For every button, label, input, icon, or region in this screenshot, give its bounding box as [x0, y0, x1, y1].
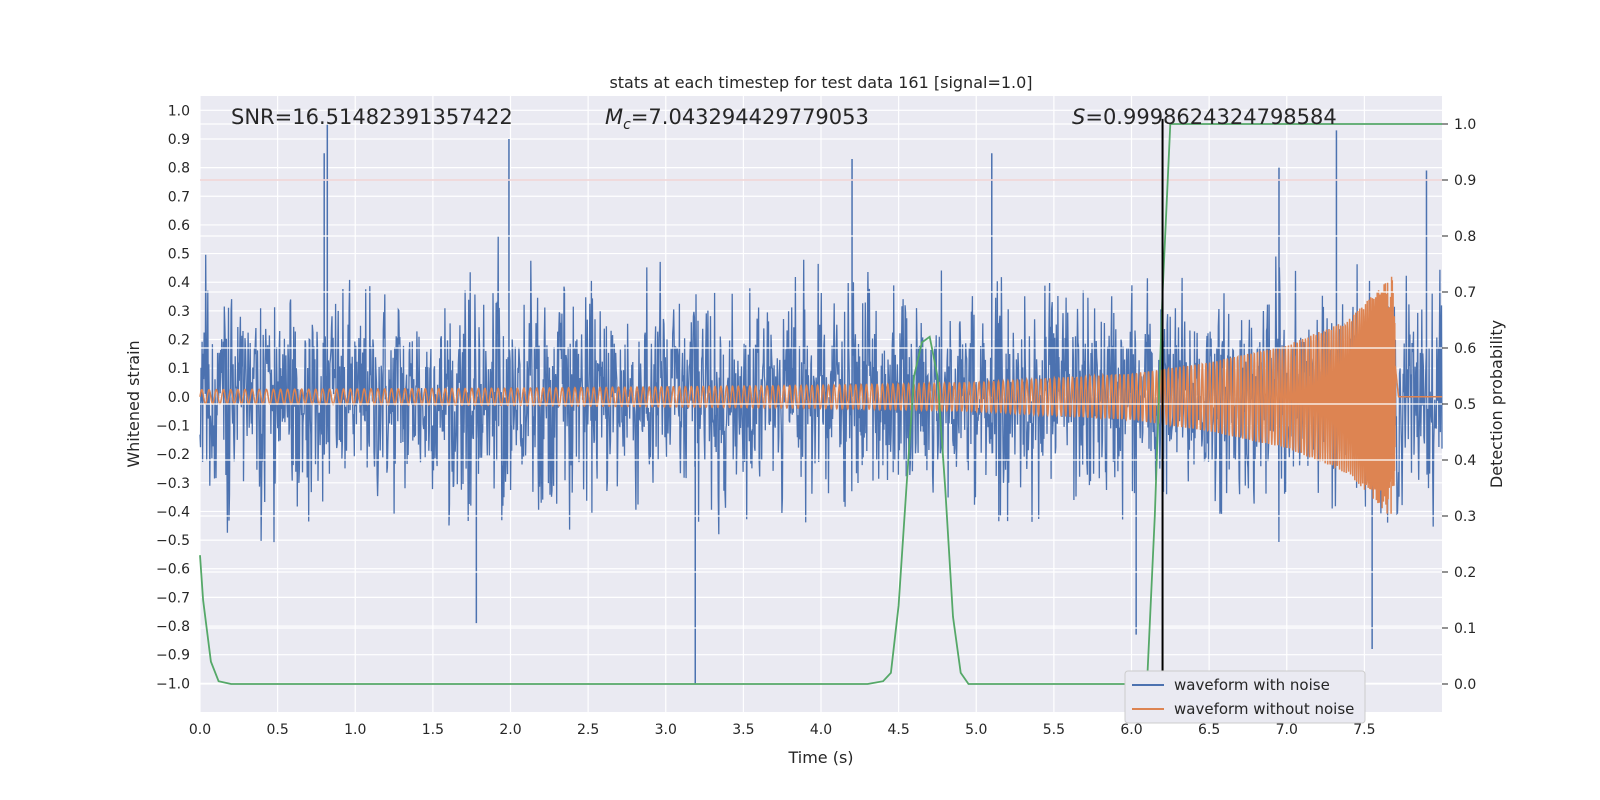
x-tick-label: 3.0: [655, 722, 677, 738]
x-tick-label: 5.0: [965, 722, 987, 738]
x-tick-label: 3.5: [732, 722, 754, 738]
x-tick-label: 4.5: [887, 722, 909, 738]
y2-tick-label: 0.5: [1454, 397, 1476, 413]
x-tick-label: 7.5: [1353, 722, 1375, 738]
y2-tick-label: 0.1: [1454, 621, 1476, 637]
probability-line: [199, 123, 1442, 685]
chart-title: stats at each timestep for test data 161…: [609, 73, 1032, 92]
y-tick-label: −0.9: [156, 648, 190, 664]
y2-tick-label: 0.7: [1454, 285, 1476, 301]
y-tick-label: 0.1: [168, 361, 190, 377]
snr-annotation: SNR=16.51482391357422: [231, 105, 513, 129]
x-tick-label: 4.0: [810, 722, 832, 738]
x-tick-label: 2.5: [577, 722, 599, 738]
chirp-mass-annotation: Mc=7.043294429779053: [605, 105, 869, 133]
y-tick-label: 0.7: [168, 189, 190, 205]
x-tick-label: 6.0: [1120, 722, 1142, 738]
y-tick-label: −0.7: [156, 590, 190, 606]
y-tick-label: −0.2: [156, 447, 190, 463]
y2-tick-label: 0.0: [1454, 677, 1476, 693]
y2-tick-label: 1.0: [1454, 117, 1476, 133]
y-tick-label: −0.8: [156, 619, 190, 635]
y-tick-label: −0.5: [156, 533, 190, 549]
series-waveform-without-noise: [199, 276, 1442, 514]
x-axis-label: Time (s): [787, 748, 853, 767]
y2-tick-label: 0.2: [1454, 565, 1476, 581]
chirp-line: [199, 276, 1442, 514]
y-tick-label: 0.8: [168, 161, 190, 177]
s-value: =0.9998624324798584: [1085, 105, 1336, 129]
y2-tick-label: 0.9: [1454, 173, 1476, 189]
s-symbol: S: [1072, 105, 1085, 129]
y-tick-label: 0.5: [168, 247, 190, 263]
y-tick-label: −1.0: [156, 676, 190, 692]
y-axis-label: Whitened strain: [124, 340, 143, 467]
x-tick-label: 0.0: [189, 722, 211, 738]
y-tick-label: 0.4: [168, 275, 190, 291]
y-tick-label: 0.6: [168, 218, 190, 234]
series-detection-probability: [199, 123, 1442, 685]
y-tick-label: −0.1: [156, 418, 190, 434]
x-tick-label: 1.0: [344, 722, 366, 738]
x-tick-label: 6.5: [1198, 722, 1220, 738]
y-tick-label: −0.4: [156, 504, 190, 520]
y-tick-label: −0.6: [156, 562, 190, 578]
y2-axis-label: Detection probability: [1487, 320, 1506, 488]
y2-axis-ticks: 0.0 0.1 0.2 0.3 0.4 0.5 0.6 0.7 0.8 0.9 1.0: [1442, 117, 1476, 693]
mc-symbol: M: [605, 105, 623, 129]
y-tick-label: 0.3: [168, 304, 190, 320]
y-axis-ticks: −1.0 −0.9 −0.8 −0.7 −0.6 −0.5 −0.4 −0.3 −0.2 −0.1…: [156, 103, 190, 692]
mc-subscript: c: [623, 117, 631, 133]
legend-box: [1124, 670, 1366, 724]
score-annotation: S=0.9998624324798584: [1072, 105, 1337, 129]
y2-tick-label: 0.8: [1454, 229, 1476, 245]
y2-tick-label: 0.6: [1454, 341, 1476, 357]
x-tick-label: 7.0: [1276, 722, 1298, 738]
y-tick-label: −0.3: [156, 476, 190, 492]
legend-label-noise: waveform with noise: [1174, 676, 1330, 694]
x-axis-ticks: 0.0 0.5 1.0 1.5 2.0 2.5 3.0 3.5 4.0 4.5 5.0 5.5 6.0 6…: [189, 722, 1376, 738]
y-tick-label: 0.0: [168, 390, 190, 406]
legend: waveform with noise waveform without noi…: [1124, 670, 1366, 724]
x-tick-label: 0.5: [266, 722, 288, 738]
x-tick-label: 5.5: [1043, 722, 1065, 738]
mc-value: =7.043294429779053: [631, 105, 869, 129]
y-tick-label: 0.9: [168, 132, 190, 148]
y2-tick-label: 0.4: [1454, 453, 1476, 469]
x-tick-label: 2.0: [499, 722, 521, 738]
y-tick-label: 0.2: [168, 333, 190, 349]
x-tick-label: 1.5: [422, 722, 444, 738]
y2-tick-label: 0.3: [1454, 509, 1476, 525]
legend-label-clean: waveform without noise: [1174, 700, 1354, 718]
y-tick-label: 1.0: [168, 103, 190, 119]
